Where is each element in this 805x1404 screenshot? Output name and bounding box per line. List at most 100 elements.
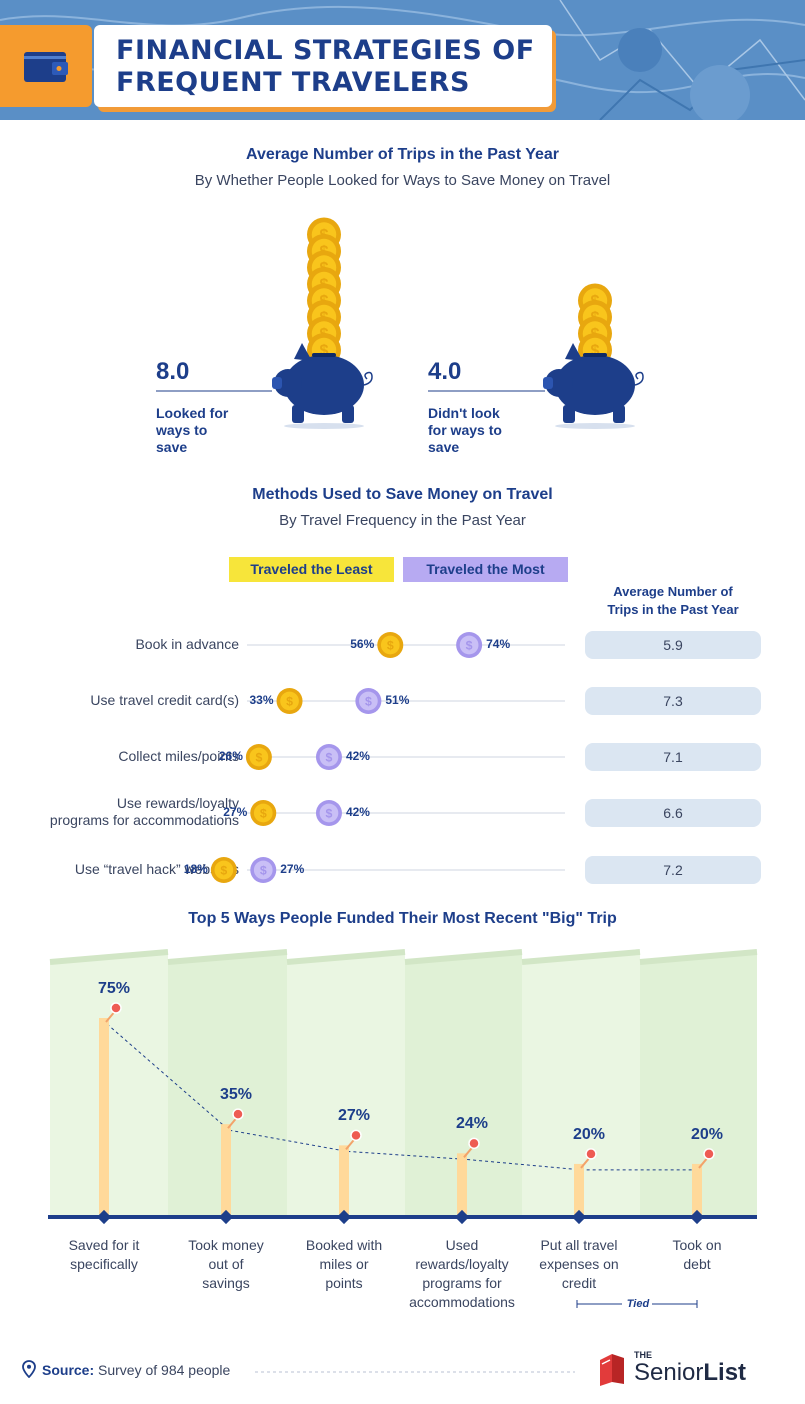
svg-text:$: $	[220, 864, 227, 878]
map-panel	[405, 952, 522, 1217]
funding-value-label: 35%	[219, 1086, 253, 1104]
map-panel	[640, 952, 757, 1217]
method-label: Use rewards/loyalty programs for accommod…	[49, 795, 239, 828]
footer-divider	[255, 1371, 575, 1373]
pin-head	[232, 1108, 244, 1120]
baseline-marker	[689, 1209, 705, 1225]
coin-most: $	[250, 857, 277, 883]
method-label: Collect miles/points	[118, 748, 239, 764]
funding-category-label: Used rewards/loyalty programs for accommoda…	[409, 1237, 515, 1310]
svg-text:$: $	[365, 695, 372, 709]
header-banner: FINANCIAL STRATEGIES OF FREQUENT TRAVELE…	[0, 0, 805, 120]
funding-bar	[339, 1145, 349, 1217]
map-panel	[168, 952, 287, 1217]
avg-trips-pill: 7.3	[585, 687, 761, 715]
method-row: $ $	[210, 857, 565, 883]
coin-most: $	[315, 800, 342, 826]
title-card: FINANCIAL STRATEGIES OF FREQUENT TRAVELE…	[94, 25, 552, 107]
avg-trips-pill: 5.9	[585, 631, 761, 659]
method-label: Book in advance	[135, 636, 239, 652]
method-row: $ $	[245, 744, 565, 770]
funding-value-label: 24%	[455, 1115, 489, 1133]
svg-text:$: $	[326, 751, 333, 765]
funding-category-label: Took money out of savings	[188, 1237, 264, 1291]
svg-text:$: $	[260, 807, 267, 821]
svg-text:$: $	[255, 751, 262, 765]
coin-least: $	[276, 688, 303, 714]
funding-bar	[457, 1153, 467, 1217]
funding-section-title: Top 5 Ways People Funded Their Most Rece…	[188, 910, 617, 927]
wallet-icon	[24, 52, 68, 82]
method-row: $ $	[247, 800, 565, 826]
coin-most: $	[355, 688, 382, 714]
pct-most: 74%	[486, 637, 511, 651]
legend-traveled-most: Traveled the Most	[403, 557, 568, 582]
funding-category-label: Put all travel expenses on credit	[539, 1237, 619, 1291]
source-label: Source:	[42, 1362, 95, 1378]
methods-section-subtitle: By Travel Frequency in the Past Year	[279, 512, 526, 529]
pct-most: 27%	[280, 862, 305, 876]
baseline-marker	[571, 1209, 587, 1225]
method-label: Use travel credit card(s)	[90, 692, 239, 708]
baseline-marker	[454, 1209, 470, 1225]
funding-chart	[48, 949, 758, 1225]
piggy-banks: $$$$$$$$ $$$$	[156, 217, 644, 429]
trips-label-saved: Looked for ways to save	[156, 405, 229, 455]
source-text: Survey of 984 people	[98, 1362, 231, 1378]
tied-annotation: Tied	[626, 1298, 650, 1310]
funding-value-label: 20%	[690, 1125, 724, 1143]
wallet-badge	[0, 25, 92, 107]
pct-most: 42%	[345, 749, 370, 763]
coin-least: $	[250, 800, 277, 826]
svg-text:$: $	[387, 639, 394, 653]
avg-trips-column-header: Average Number of Trips in the Past Year	[607, 584, 739, 617]
pin-head	[585, 1148, 597, 1160]
coin-most: $	[315, 744, 342, 770]
funding-value-label: 27%	[337, 1107, 371, 1125]
funding-category-label: Saved for it specifically	[68, 1237, 140, 1272]
trips-value-not-saved: 4.0	[428, 358, 462, 385]
svg-text:$: $	[326, 807, 333, 821]
pin-head	[110, 1002, 122, 1014]
trips-section-subtitle: By Whether People Looked for Ways to Sav…	[194, 172, 611, 189]
pct-least: 27%	[223, 805, 248, 819]
avg-trips-pill: 7.1	[585, 743, 761, 771]
trips-section-title: Average Number of Trips in the Past Year	[246, 146, 559, 163]
source-note: Source: Survey of 984 people	[22, 1360, 231, 1379]
coin-most: $	[456, 632, 483, 658]
pct-least: 26%	[218, 749, 243, 763]
funding-bar	[692, 1163, 702, 1217]
funding-category-label: Took on debt	[672, 1237, 722, 1272]
pct-least: 56%	[350, 637, 375, 651]
pct-most: 51%	[385, 693, 410, 707]
piggy-bank-icon: $$$$	[543, 283, 644, 429]
funding-category-label: Booked with miles or points	[305, 1237, 383, 1291]
baseline-marker	[96, 1209, 112, 1225]
pin-head	[350, 1129, 362, 1142]
pct-most: 42%	[345, 805, 370, 819]
baseline-marker	[218, 1209, 234, 1225]
svg-text:$: $	[466, 639, 473, 653]
coin-least: $	[245, 744, 272, 770]
svg-text:$: $	[260, 864, 267, 878]
pin-head	[703, 1148, 715, 1160]
map-panel	[522, 952, 640, 1217]
funding-bar	[574, 1163, 584, 1217]
senior-list-logo: THE SeniorList	[596, 1350, 776, 1390]
pct-least: 33%	[249, 693, 274, 707]
book-logo-icon	[600, 1354, 624, 1386]
method-label: Use “travel hack” websites	[74, 861, 239, 877]
map-panel	[287, 952, 405, 1217]
svg-text:$: $	[286, 695, 293, 709]
funding-bar	[99, 1018, 109, 1217]
avg-trips-pill: 6.6	[585, 799, 761, 827]
funding-bar	[221, 1124, 231, 1217]
trips-label-not-saved: Didn't look for ways to save	[428, 405, 502, 455]
baseline-marker	[336, 1209, 352, 1225]
coin-least: $	[377, 632, 404, 658]
trend-line	[106, 1023, 700, 1171]
svg-text:$: $	[591, 342, 600, 360]
method-row: $ $	[247, 688, 565, 714]
pct-least: 18%	[183, 862, 208, 876]
piggy-bank-icon: $$$$$$$$	[272, 217, 373, 429]
